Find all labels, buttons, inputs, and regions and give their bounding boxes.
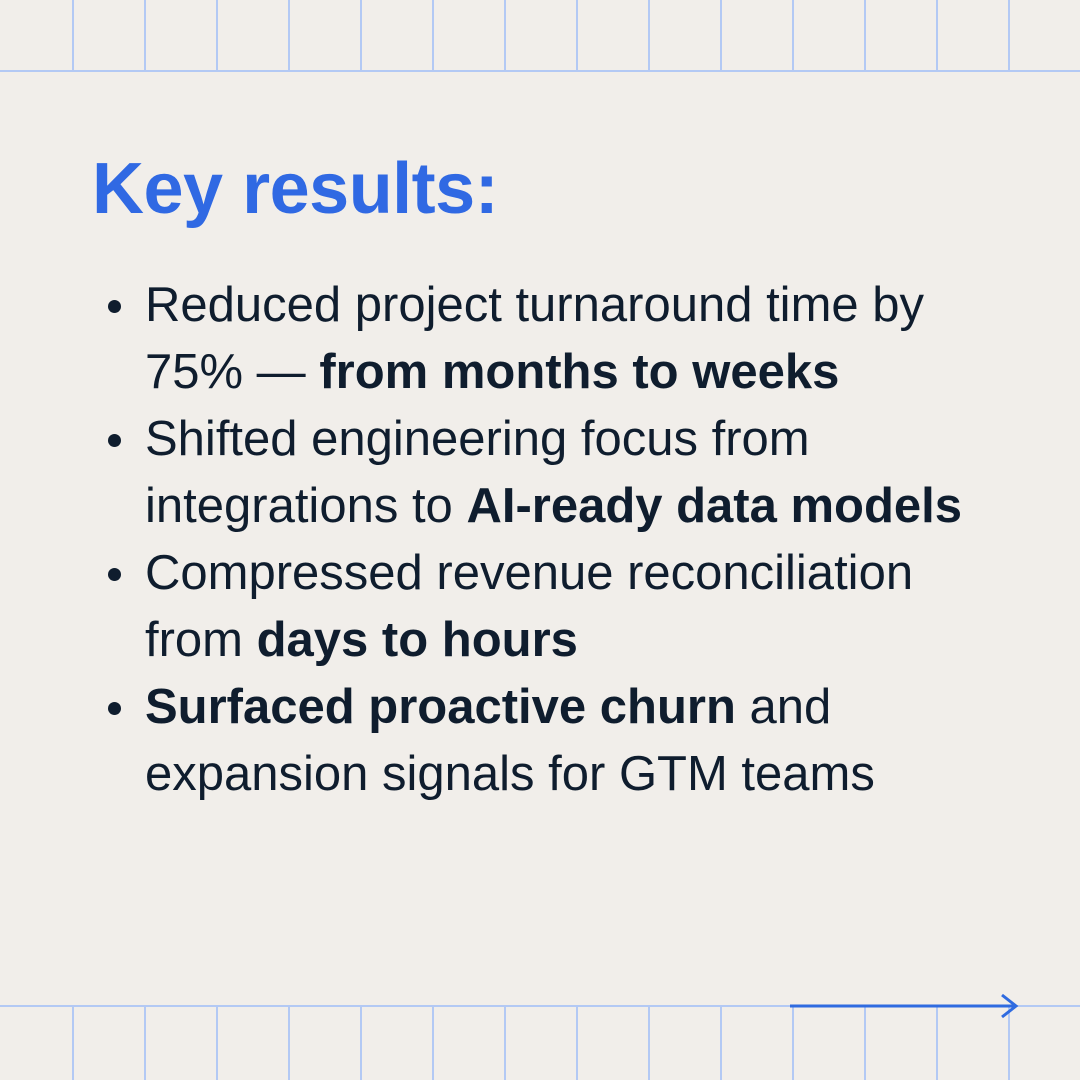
arrow-head [1001,993,1019,1019]
text: and expansion signals for GTM teams [145,680,875,801]
text: Reduced project turnaround time by 75% — [145,278,924,399]
bold-text: days to hours [256,613,578,667]
result-item: Surfaced proactive churn and expansion s… [108,674,995,808]
text: Compressed revenue reconciliation from [145,546,914,667]
bold-text: from months to weeks [319,345,840,399]
text: Shifted engineering focus from integrati… [145,412,810,533]
results-list: Reduced project turnaround time by 75% —… [108,272,995,808]
result-item: Shifted engineering focus from integrati… [108,406,995,540]
result-item: Compressed revenue reconciliation from d… [108,540,995,674]
result-item: Reduced project turnaround time by 75% —… [108,272,995,406]
bold-text: AI-ready data models [466,479,963,533]
title: Key results: [92,149,499,229]
bold-text: Surfaced proactive churn [145,680,736,734]
